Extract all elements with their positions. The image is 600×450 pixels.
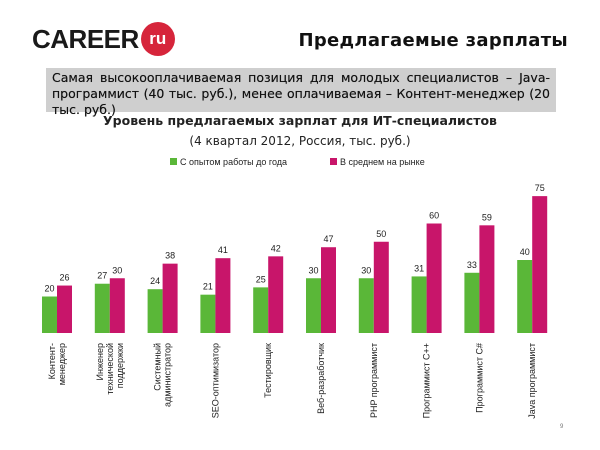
career-logo: CAREER ru [32,22,175,56]
data-label-1-4: 21 [203,282,213,292]
category-label-1: Контент-менеджер [47,343,67,385]
summary-box: Самая высокооплачиваемая позиция для мол… [46,68,556,117]
bar-1-2 [94,283,110,333]
data-label-1-10: 40 [520,247,530,257]
category-label-line: Программист C# [474,343,484,413]
category-label-line: технической [105,343,115,395]
bar-1-8 [411,276,427,333]
bar-2-2 [109,278,125,333]
bar-2-5 [268,256,284,333]
category-label-line: Системный [153,343,163,391]
bar-2-1 [57,285,72,333]
category-label-line: Веб-разработчик [316,343,326,414]
bar-2-3 [162,263,178,333]
category-label-line: Программист C++ [422,343,432,418]
legend-label-2: В среднем на рынке [340,157,425,167]
chart-subtitle: (4 квартал 2012, Россия, тыс. руб.) [189,134,410,148]
data-label-1-8: 31 [414,263,424,273]
bar-2-10 [532,196,548,333]
data-label-1-1: 20 [44,284,54,294]
category-label-5: Тестировщик [263,343,273,398]
category-label-line: Контент- [47,343,57,379]
page-number: 9 [560,424,564,430]
data-label-1-5: 25 [256,274,266,284]
bar-1-5 [253,287,269,333]
category-label-2: Инженер технической поддержки [95,343,125,395]
category-label-6: Веб-разработчик [316,343,326,414]
category-label-line: менеджер [57,343,67,385]
data-label-2-6: 47 [323,234,333,244]
bar-2-6 [321,247,336,333]
bar-1-4 [200,294,216,333]
logo-text: CAREER [32,23,139,54]
bar-2-8 [426,223,442,333]
summary-text: Самая высокооплачиваемая позиция для мол… [52,70,550,117]
data-label-1-9: 33 [467,260,477,270]
category-label-line: SEO-оптимизатор [210,343,220,418]
category-label-line: поддержки [115,343,125,388]
bar-2-4 [215,258,231,333]
slide-title: Предлагаемые зарплаты [298,30,568,51]
bar-1-3 [147,289,163,333]
category-label-line: Инженер [95,343,105,380]
category-label-line: администратор [163,343,173,407]
data-label-1-2: 27 [97,271,107,281]
data-label-1-3: 24 [150,276,160,286]
data-label-2-7: 50 [376,229,386,239]
bar-1-6 [306,278,321,333]
data-label-2-3: 38 [165,251,175,261]
bar-1-9 [464,272,480,333]
legend-swatch-2 [330,158,337,165]
bar-1-10 [517,260,533,333]
category-label-8: Программист C++ [422,343,432,418]
data-label-2-4: 41 [218,245,228,255]
category-label-3: Системный администратор [153,343,173,407]
category-label-7: PHP программист [369,343,379,418]
logo-badge: ru [140,22,175,56]
data-label-2-8: 60 [429,211,439,221]
category-label-9: Программист C# [474,343,484,413]
data-label-1-7: 30 [361,265,371,275]
data-label-2-10: 75 [535,183,545,193]
bar-1-7 [358,278,374,333]
data-label-2-1: 26 [59,273,69,283]
category-label-line: Тестировщик [263,343,273,398]
chart-title: Уровень предлагаемых зарплат для ИТ-спец… [103,113,497,128]
category-label-10: Java программист [527,343,537,419]
legend-label-1: С опытом работы до года [180,157,287,167]
data-label-2-9: 59 [482,212,492,222]
data-label-1-6: 30 [308,265,318,275]
data-label-2-2: 30 [112,265,122,275]
legend-swatch-1 [170,158,177,165]
category-label-4: SEO-оптимизатор [210,343,220,418]
bar-2-9 [479,225,495,333]
data-label-2-5: 42 [271,243,281,253]
bar-1-1 [42,296,57,333]
category-label-line: Java программист [527,343,537,419]
bar-2-7 [373,241,389,333]
category-label-line: PHP программист [369,343,379,418]
